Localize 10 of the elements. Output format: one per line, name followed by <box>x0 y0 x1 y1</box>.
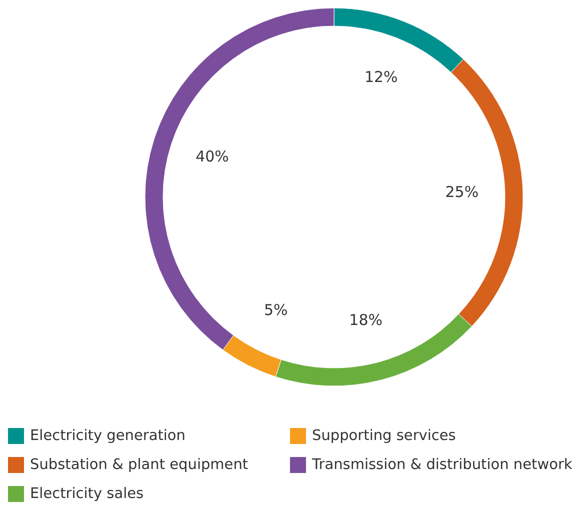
data-label: 12% <box>364 68 398 86</box>
data-label: 18% <box>349 311 383 330</box>
data-label: 40% <box>196 148 229 166</box>
data-label: 25% <box>445 183 479 202</box>
legend-label: Substation & plant equipment <box>30 456 248 473</box>
legend-label: Supporting services <box>312 428 456 444</box>
legend-label: Electricity sales <box>30 486 144 502</box>
data-label: 5% <box>264 301 288 320</box>
legend-label: Electricity generation <box>30 428 186 444</box>
legend-label: Transmission & distribution network <box>311 456 573 473</box>
